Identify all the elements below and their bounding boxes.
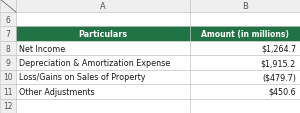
Text: Net Income: Net Income — [19, 44, 65, 53]
Bar — [190, 0, 300, 13]
Text: A: A — [100, 2, 106, 11]
Bar — [0, 0, 16, 13]
Bar — [0, 13, 16, 27]
Text: 10: 10 — [3, 73, 13, 82]
Text: Depreciation & Amortization Expense: Depreciation & Amortization Expense — [19, 59, 170, 67]
Bar — [190, 41, 300, 56]
Text: 8: 8 — [6, 44, 10, 53]
Bar — [16, 70, 190, 84]
Bar — [0, 27, 16, 41]
Bar — [16, 41, 190, 56]
Bar — [0, 99, 16, 113]
Bar — [0, 70, 16, 84]
Bar — [190, 27, 300, 41]
Bar — [0, 56, 16, 70]
Text: Other Adjustments: Other Adjustments — [19, 87, 94, 96]
Bar — [190, 99, 300, 113]
Text: ($479.7): ($479.7) — [262, 73, 296, 82]
Text: Particulars: Particulars — [78, 30, 128, 39]
Text: B: B — [242, 2, 248, 11]
Bar — [16, 13, 190, 27]
Bar — [0, 41, 16, 56]
Text: $1,915.2: $1,915.2 — [261, 59, 296, 67]
Bar — [16, 99, 190, 113]
Text: $450.6: $450.6 — [268, 87, 296, 96]
Text: 7: 7 — [6, 30, 10, 39]
Bar — [190, 56, 300, 70]
Bar — [0, 84, 16, 99]
Text: $1,264.7: $1,264.7 — [261, 44, 296, 53]
Text: 12: 12 — [3, 101, 13, 110]
Bar — [16, 27, 190, 41]
Bar — [16, 56, 190, 70]
Text: 11: 11 — [3, 87, 13, 96]
Bar — [16, 0, 190, 13]
Bar — [16, 84, 190, 99]
Text: 6: 6 — [6, 16, 10, 25]
Bar — [190, 70, 300, 84]
Text: 9: 9 — [6, 59, 10, 67]
Bar — [190, 84, 300, 99]
Text: Amount (in millions): Amount (in millions) — [201, 30, 289, 39]
Bar — [190, 13, 300, 27]
Text: Loss/Gains on Sales of Property: Loss/Gains on Sales of Property — [19, 73, 146, 82]
